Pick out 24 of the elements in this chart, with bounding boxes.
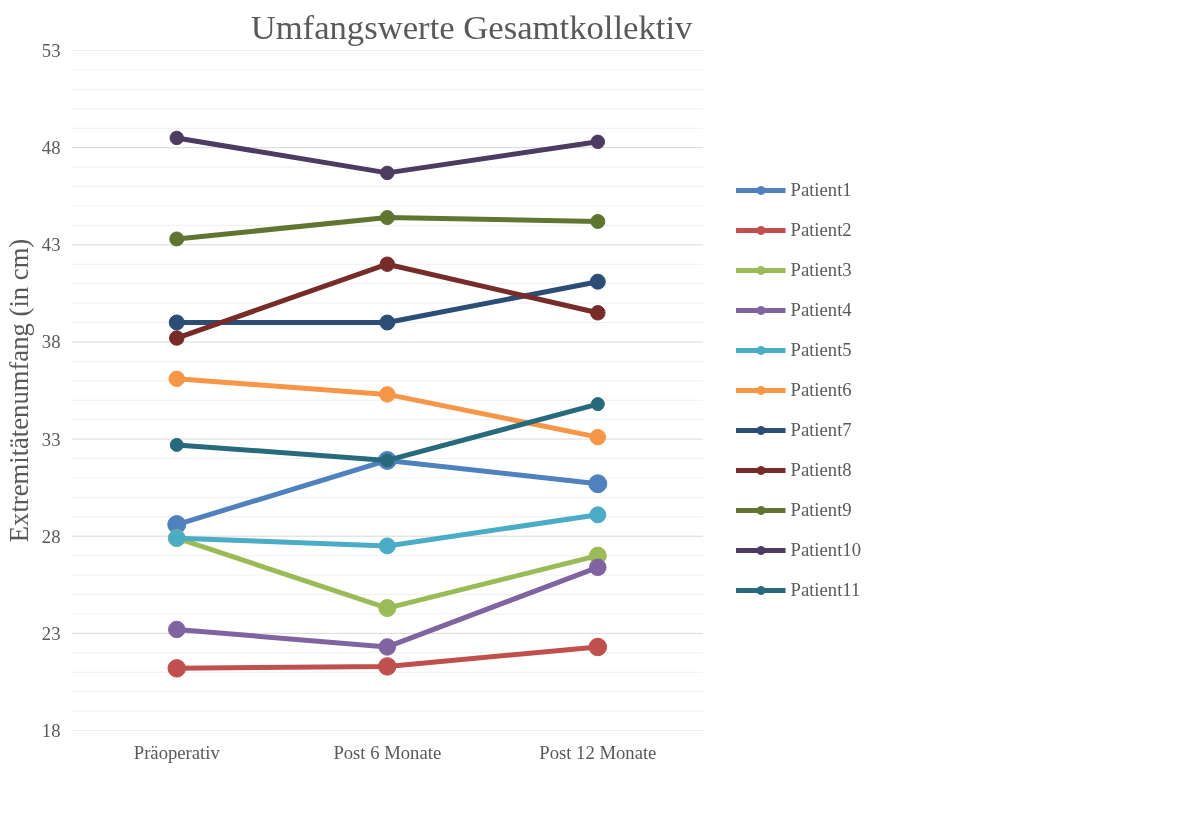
legend-label: Patient9 <box>790 498 852 522</box>
x-tick-label: Post 12 Monate <box>539 741 657 763</box>
legend-label: Patient4 <box>790 298 852 322</box>
y-tick-label: 53 <box>41 40 61 61</box>
y-tick-label: 38 <box>41 331 61 353</box>
y-tick-label: 43 <box>41 234 61 256</box>
legend-label: Patient8 <box>790 458 852 482</box>
legend-label: Patient2 <box>790 218 852 242</box>
legend-label: Patient1 <box>790 178 852 202</box>
y-tick-label: 48 <box>41 137 61 159</box>
y-tick-label: 18 <box>41 720 61 741</box>
legend-label: Patient3 <box>790 258 852 282</box>
legend-label: Patient10 <box>790 538 861 562</box>
legend-label: Patient11 <box>790 578 861 602</box>
y-tick-label: 33 <box>41 428 61 450</box>
legend-label: Patient5 <box>790 338 852 362</box>
y-tick-label: 23 <box>41 622 61 644</box>
chart-title: Umfangswerte Gesamtkollektiv <box>250 7 694 46</box>
y-tick-label: 28 <box>41 525 61 547</box>
legend-label: Patient6 <box>790 378 852 402</box>
x-tick-label: Präoperativ <box>133 741 221 763</box>
x-tick-label: Post 6 Monate <box>333 741 442 763</box>
legend-label: Patient7 <box>790 418 852 442</box>
y-axis-title: Extremitätenumfang (in cm) <box>3 238 34 543</box>
